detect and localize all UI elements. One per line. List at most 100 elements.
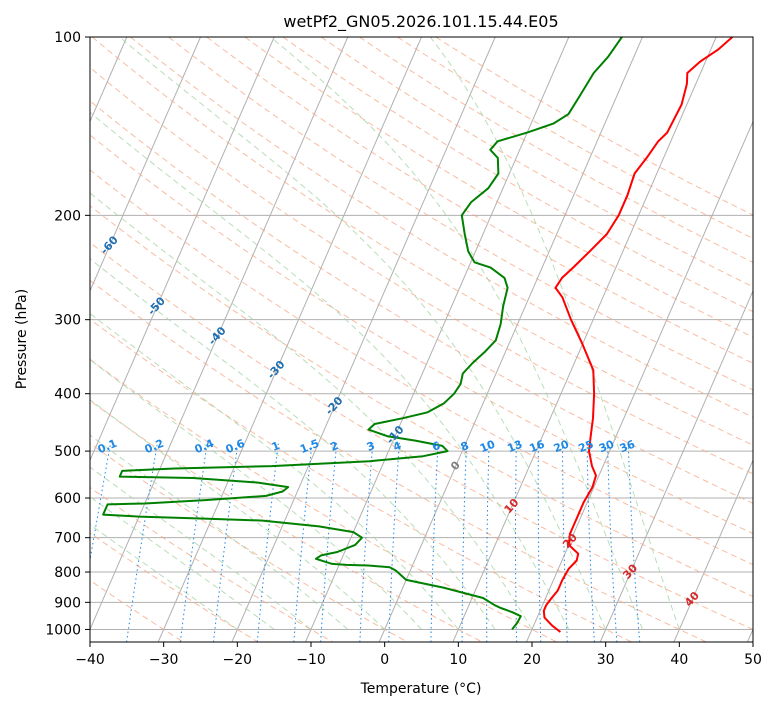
- moist-adiabat-line: [90, 434, 349, 630]
- mixing-ratio-label: 1.5: [298, 437, 321, 456]
- isotherm-line: [378, 37, 643, 642]
- dry-adiabat-line: [90, 134, 753, 535]
- isotherm-line: [747, 628, 753, 642]
- mixing-ratio-line: [320, 440, 338, 642]
- moist-adiabat-line: [90, 111, 570, 630]
- isotherm-line: [673, 458, 753, 642]
- y-tick-label: 500: [54, 444, 81, 460]
- mixing-ratio-label: 8: [459, 439, 471, 454]
- dry-adiabat-line: [90, 279, 707, 642]
- mixing-ratio-line: [562, 440, 568, 642]
- mixing-ratio-label: 16: [527, 437, 546, 455]
- mixing-ratio-line: [256, 440, 280, 642]
- isotherm-line: [157, 37, 422, 642]
- isotherm-line: [90, 37, 275, 462]
- dry-adiabat-label: -40: [206, 324, 229, 348]
- mixing-ratio-label: 4: [391, 439, 403, 454]
- moist-adiabat-line: [90, 523, 238, 630]
- dry-adiabat-line: [130, 37, 753, 418]
- mixing-ratio-label: 10: [478, 437, 497, 455]
- mixing-ratio-line: [293, 440, 313, 642]
- x-tick-label: −30: [149, 652, 179, 668]
- mixing-ratio-line: [461, 440, 468, 642]
- y-tick-label: 300: [54, 313, 81, 329]
- dry-adiabat-line: [90, 318, 632, 642]
- mixing-ratio-line: [515, 440, 518, 642]
- dry-adiabat-label: -80: [0, 129, 19, 153]
- isotherm-line: [305, 37, 570, 642]
- dry-adiabat-line: [206, 37, 753, 364]
- mixing-ratio-label: 13: [505, 438, 524, 456]
- y-tick-label: 400: [54, 387, 81, 403]
- mixing-ratio-label: 3: [365, 439, 377, 454]
- dry-adiabat-line: [91, 37, 753, 446]
- dry-adiabat-label: 40: [682, 589, 702, 609]
- moist-adiabat-line: [90, 496, 275, 630]
- moist-adiabat-line: [90, 312, 459, 630]
- x-tick-label: 10: [449, 652, 467, 668]
- mixing-ratio-line: [627, 440, 641, 642]
- moist-adiabat-line: [90, 399, 386, 630]
- mixing-ratio-line: [388, 440, 400, 642]
- isotherm-line: [90, 37, 201, 293]
- series-layer: [102, 37, 734, 633]
- isotherm-line: [231, 37, 496, 642]
- mixing-ratio-label: 0.4: [193, 437, 216, 456]
- mixing-ratio-line: [179, 440, 208, 642]
- mixing-ratio-line: [537, 440, 542, 642]
- moist-adiabat-line: [119, 37, 607, 630]
- mixing-ratio-label: 30: [597, 437, 616, 455]
- mixing-ratio-line: [126, 440, 159, 642]
- x-tick-label: −20: [223, 652, 253, 668]
- dry-adiabat-label: -70: [52, 169, 75, 193]
- dry-adiabat-label: -20: [323, 394, 346, 418]
- dry-adiabat-label: 20: [560, 531, 580, 551]
- x-tick-label: 20: [523, 652, 541, 668]
- mixing-ratio-line: [486, 440, 490, 642]
- dry-adiabat-label: -50: [145, 294, 168, 318]
- background-lines: [90, 37, 753, 642]
- mixing-ratio-line: [586, 440, 595, 642]
- x-axis-label: Temperature (°C): [360, 681, 482, 697]
- y-tick-label: 600: [54, 491, 81, 507]
- dry-adiabat-label: 0: [448, 458, 463, 473]
- mixing-ratio-line: [213, 440, 239, 642]
- isotherm-line: [599, 289, 753, 642]
- dry-adiabat-line: [90, 169, 753, 566]
- mixing-ratio-label: 1: [270, 439, 282, 454]
- isotherm-line: [452, 37, 717, 642]
- dry-adiabat-line: [359, 37, 753, 263]
- dry-adiabat-line: [168, 37, 753, 391]
- x-tick-label: −40: [75, 652, 105, 668]
- mixing-ratio-label: 0.6: [224, 437, 247, 456]
- temperature-line: [542, 37, 734, 633]
- moist-adiabat-line: [270, 37, 643, 630]
- dry-adiabat-label: 30: [620, 561, 640, 581]
- mixing-ratio-label: 36: [618, 437, 637, 455]
- mixing-ratio-line: [90, 440, 112, 563]
- mixing-ratio-label: 20: [552, 437, 571, 455]
- dry-adiabat-label: 10: [502, 496, 522, 516]
- dry-adiabat-line: [90, 100, 753, 504]
- moist-adiabat-line: [429, 37, 680, 630]
- moist-adiabat-line: [90, 258, 496, 630]
- mixing-ratio-label: 25: [576, 438, 595, 456]
- x-tick-label: 50: [744, 652, 762, 668]
- mixing-ratio-line: [430, 440, 439, 642]
- mixing-ratio-line: [607, 440, 618, 642]
- x-tick-label: 30: [597, 652, 615, 668]
- x-tick-label: 40: [670, 652, 688, 668]
- dry-adiabat-line: [282, 37, 753, 313]
- plot-frame: [89, 36, 754, 643]
- y-tick-label: 700: [54, 531, 81, 547]
- dry-adiabat-line: [90, 205, 753, 598]
- adiabat-label-layer: -100-90-80-70-60-50-40-30-20-10010203040…: [0, 129, 702, 609]
- dry-adiabat-line: [397, 37, 753, 240]
- isotherm-line: [90, 37, 349, 631]
- chart-title: wetPf2_GN05.2026.101.15.44.E05: [283, 12, 558, 32]
- dry-adiabat-line: [90, 358, 558, 642]
- x-tick-label: −10: [296, 652, 326, 668]
- y-tick-label: 200: [54, 208, 81, 224]
- dry-adiabat-line: [90, 400, 483, 642]
